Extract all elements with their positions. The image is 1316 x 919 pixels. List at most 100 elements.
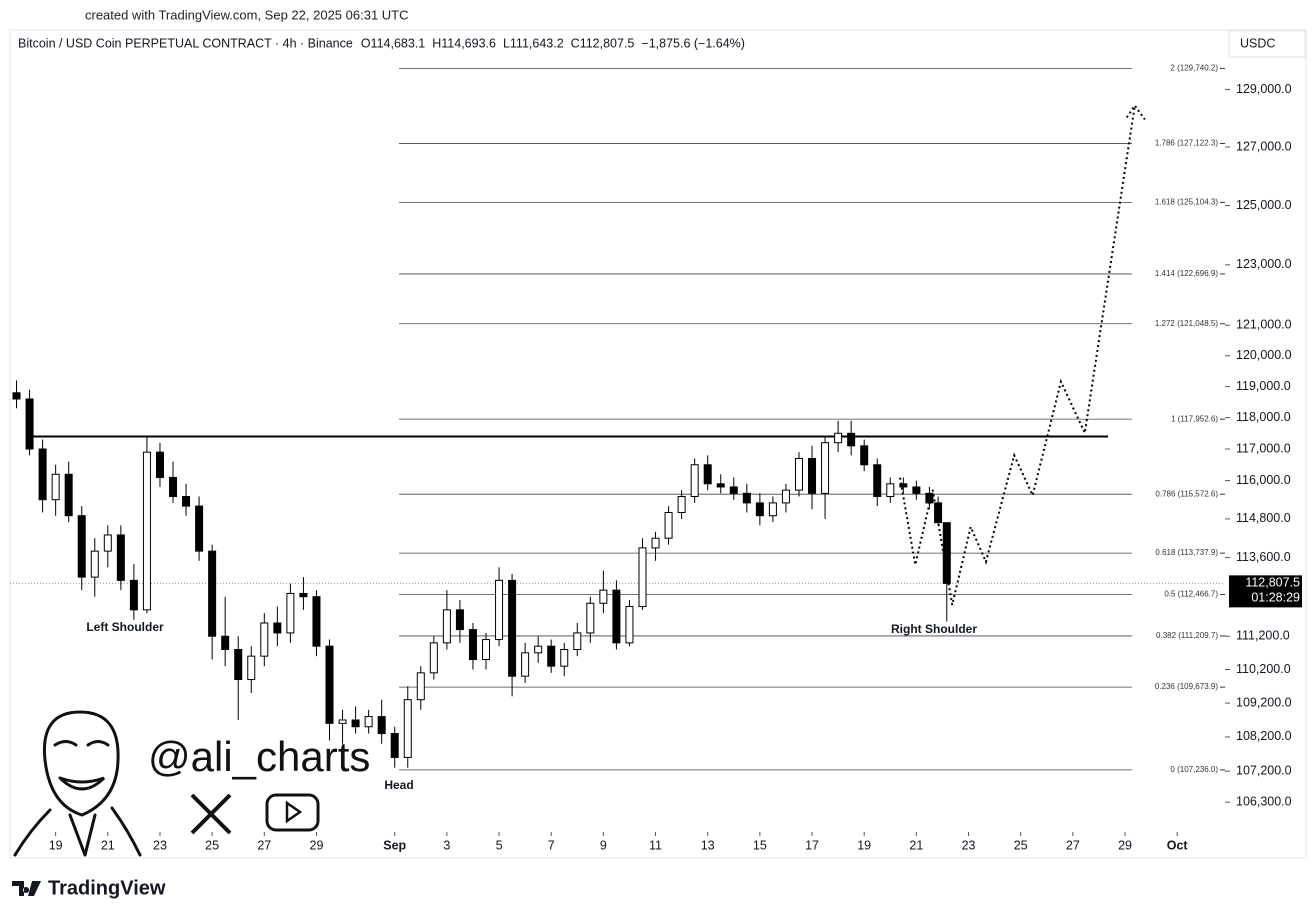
candle-body xyxy=(38,448,47,501)
candle-body xyxy=(612,589,621,644)
candle-body xyxy=(664,511,673,539)
candle-body xyxy=(534,645,543,654)
candle-body xyxy=(299,592,308,598)
x-tick-label: 7 xyxy=(548,838,555,852)
y-tick-label: 108,200.0 xyxy=(1236,729,1292,743)
candle-body xyxy=(103,534,112,552)
candle-body xyxy=(351,719,360,728)
candle-body xyxy=(560,649,569,667)
candle-body xyxy=(508,579,517,677)
annotation: Left Shoulder xyxy=(86,620,164,634)
fib-label: 1.414 (122,696.9) xyxy=(1155,269,1218,278)
candle-body xyxy=(781,489,790,504)
candle-body xyxy=(142,451,151,611)
x-tick-label: 25 xyxy=(1014,838,1028,852)
fib-label: 0.5 (112,466.7) xyxy=(1164,590,1218,599)
price-tag-countdown: 01:28:29 xyxy=(1251,591,1300,605)
candle-body xyxy=(742,492,751,504)
candle-body xyxy=(195,505,204,552)
candle-body xyxy=(390,733,399,758)
y-tick-label: 116,000.0 xyxy=(1236,473,1291,487)
chart-panel xyxy=(9,29,1307,859)
candle-body xyxy=(638,547,647,608)
handle: @ali_charts xyxy=(148,733,370,780)
candle-body xyxy=(12,392,21,400)
candle-body xyxy=(64,473,73,517)
candle-body xyxy=(625,606,634,644)
candle-body xyxy=(886,483,895,498)
x-tick-label: 5 xyxy=(496,838,503,852)
chart-title: Bitcoin / USD Coin PERPETUAL CONTRACT · … xyxy=(18,36,353,50)
fib-label: 0.618 (113,737.9) xyxy=(1155,548,1218,557)
candle-body xyxy=(690,464,699,498)
ohlc-value: C112,807.5 xyxy=(571,36,635,50)
fib-label: 1.786 (127,122.3) xyxy=(1155,139,1218,148)
x-icon xyxy=(190,793,232,835)
x-tick-label: 23 xyxy=(962,838,976,852)
fib-label: 0.236 (109,673.9) xyxy=(1155,682,1218,691)
candle-body xyxy=(768,502,777,517)
x-tick-label: 27 xyxy=(1066,838,1080,852)
x-tick-label: 27 xyxy=(257,838,271,852)
candle-body xyxy=(899,483,908,488)
candle-body xyxy=(716,483,725,488)
candle-body xyxy=(703,464,712,485)
candle-body xyxy=(495,579,504,641)
annotation: Head xyxy=(384,778,413,792)
y-tick-label: 110,200.0 xyxy=(1236,662,1291,676)
candle-body xyxy=(77,515,86,578)
candle-body xyxy=(586,602,595,634)
x-tick-label: 29 xyxy=(310,838,324,852)
candle-body xyxy=(934,502,943,524)
x-tick-label: 13 xyxy=(701,838,715,852)
y-tick-label: 114,800.0 xyxy=(1236,511,1291,525)
candle-body xyxy=(677,496,686,513)
candle-body xyxy=(834,432,843,444)
candle-body xyxy=(416,672,425,701)
y-tick-label: 121,000.0 xyxy=(1236,318,1292,332)
fib-label: 1 (117,952.6) xyxy=(1171,414,1218,423)
candle-body xyxy=(521,652,530,677)
candle-body xyxy=(847,432,856,447)
price-tag xyxy=(1229,575,1302,608)
y-tick-label: 127,000.0 xyxy=(1236,139,1292,153)
x-tick-label: Oct xyxy=(1167,838,1189,852)
fib-label: 1.618 (125,104.3) xyxy=(1155,197,1218,206)
candle-body xyxy=(912,486,921,494)
candle-body xyxy=(51,473,60,501)
candle-body xyxy=(312,596,321,647)
candle-body xyxy=(651,537,660,549)
y-tick-label: 118,000.0 xyxy=(1236,410,1291,424)
x-tick-label: 21 xyxy=(101,838,115,852)
y-tick-label: 109,200.0 xyxy=(1236,695,1292,709)
candle-body xyxy=(377,716,386,735)
x-tick-label: 25 xyxy=(205,838,219,852)
candle-body xyxy=(599,589,608,604)
y-tick-label: 129,000.0 xyxy=(1236,82,1292,96)
ohlc-value: H114,693.6 xyxy=(432,36,496,50)
candle-body xyxy=(808,457,817,494)
youtube-icon xyxy=(265,793,320,832)
candle-body xyxy=(338,719,347,724)
brand: TradingView xyxy=(48,877,166,899)
candle-body xyxy=(455,609,464,631)
y-tick-label: 111,200.0 xyxy=(1236,629,1290,643)
ohlc-value: L111,643.2 xyxy=(503,36,564,50)
candle-body xyxy=(90,550,99,578)
candle-body xyxy=(468,629,477,660)
fib-label: 0 (107,236.0) xyxy=(1170,765,1218,774)
y-tick-label: 125,000.0 xyxy=(1236,198,1292,212)
candle-body xyxy=(325,645,334,724)
x-tick-label: 29 xyxy=(1118,838,1132,852)
x-tick-label: 3 xyxy=(443,838,450,852)
candle-body xyxy=(273,622,282,634)
y-tick-label: 106,300.0 xyxy=(1236,794,1292,808)
y-tick-label: 120,000.0 xyxy=(1236,348,1292,362)
candle-body xyxy=(860,445,869,466)
x-tick-label: 21 xyxy=(909,838,923,852)
brand-logo xyxy=(12,881,41,896)
candle-body xyxy=(547,645,556,667)
candle-body xyxy=(286,592,295,634)
